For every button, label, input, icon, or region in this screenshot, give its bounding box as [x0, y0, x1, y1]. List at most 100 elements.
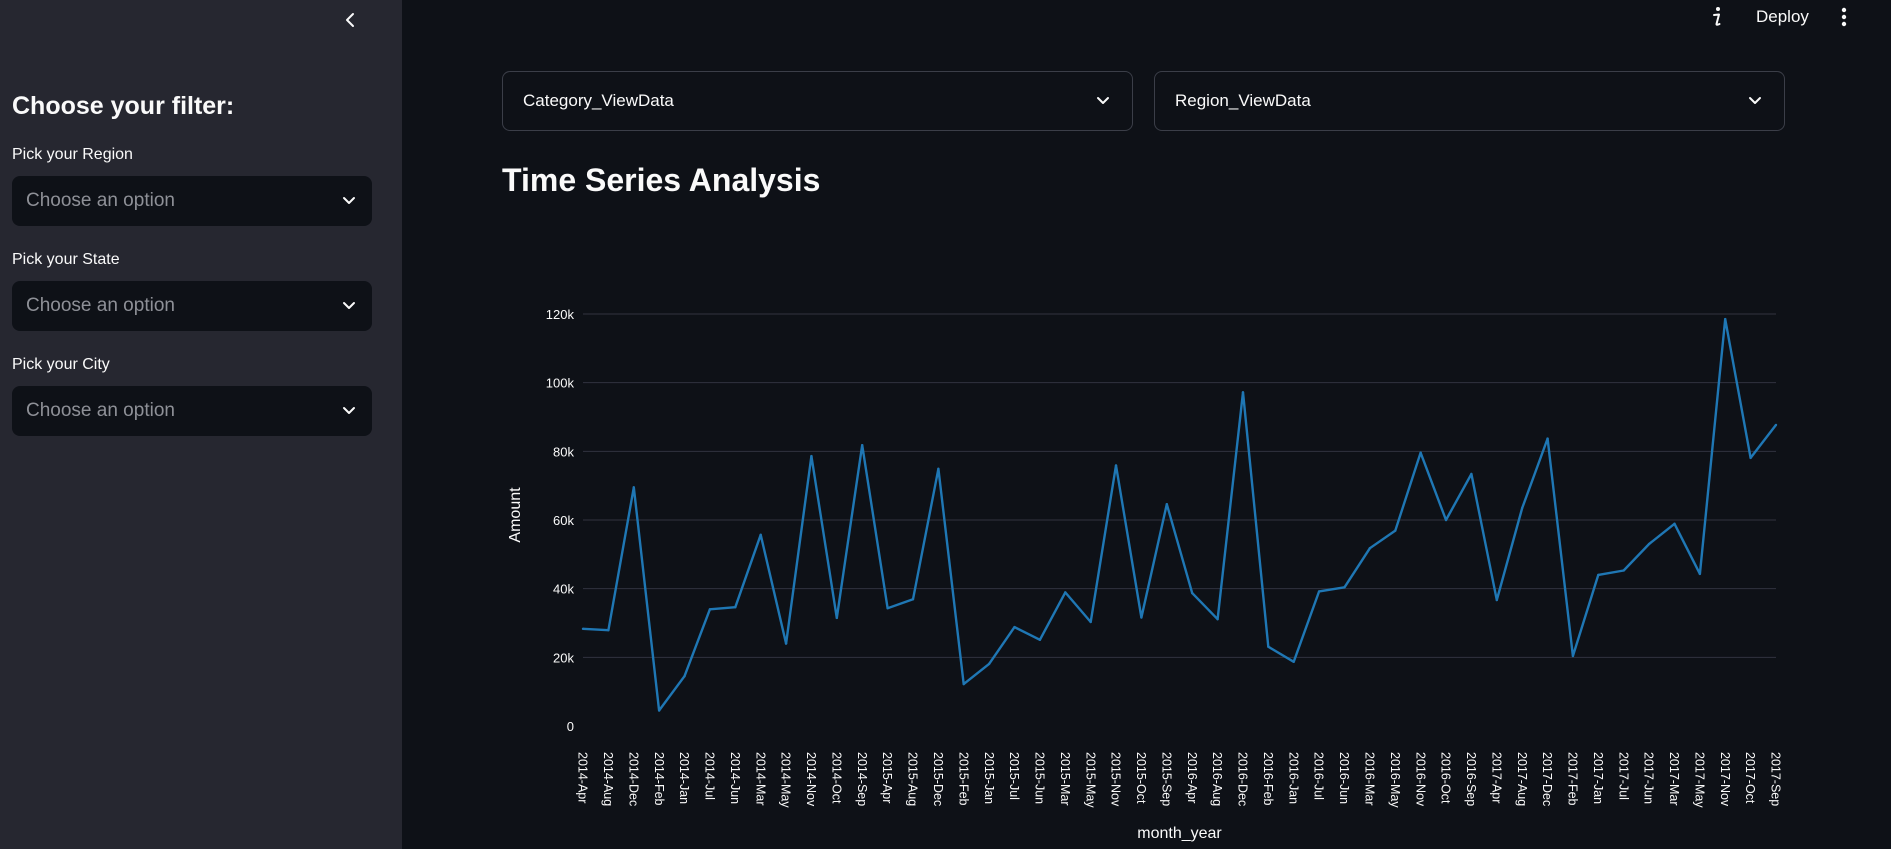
data-point	[1114, 464, 1118, 467]
data-point	[1165, 503, 1169, 506]
data-point	[1495, 598, 1498, 602]
state-select[interactable]: Choose an option	[12, 281, 372, 331]
x-axis-title: month_year	[1137, 825, 1222, 842]
x-tick-label: 2017-Aug	[1515, 752, 1529, 806]
x-tick-label: 2015-May	[1083, 752, 1097, 808]
sidebar: Choose your filter: Pick your Region Cho…	[0, 0, 402, 849]
state-select-placeholder: Choose an option	[26, 295, 175, 316]
y-tick-label: 60k	[553, 513, 574, 528]
x-tick-label: 2014-Jun	[728, 752, 742, 804]
info-icon	[1713, 7, 1721, 26]
x-tick-label: 2014-Mar	[753, 752, 767, 806]
deploy-button[interactable]: Deploy	[1756, 7, 1809, 26]
x-tick-label: 2015-Jan	[982, 752, 996, 804]
x-tick-label: 2014-Sep	[855, 752, 869, 806]
chevron-left-icon	[346, 13, 354, 27]
x-tick-label: 2015-Jul	[1007, 752, 1021, 800]
data-point	[1013, 625, 1016, 629]
category-viewdata-expander[interactable]: Category_ViewData	[502, 71, 1133, 131]
y-tick-label: 20k	[553, 650, 574, 665]
data-point	[810, 454, 813, 458]
data-point	[632, 486, 635, 489]
chevron-down-icon	[1748, 96, 1762, 106]
data-point	[784, 642, 788, 645]
data-point	[1470, 472, 1473, 476]
data-point	[1673, 522, 1676, 525]
x-tick-label: 2014-Jul	[703, 752, 717, 800]
region-viewdata-expander[interactable]: Region_ViewData	[1154, 71, 1785, 131]
x-tick-label: 2016-Jun	[1337, 752, 1351, 804]
y-tick-label: 40k	[553, 582, 574, 597]
region-select-placeholder: Choose an option	[26, 190, 175, 211]
data-point	[1749, 456, 1752, 460]
x-tick-label: 2014-Oct	[829, 752, 843, 804]
x-tick-label: 2017-Jun	[1642, 752, 1656, 804]
x-tick-label: 2016-Oct	[1439, 752, 1453, 804]
data-point	[1064, 591, 1067, 594]
y-tick-label: 80k	[553, 444, 574, 459]
chevron-down-icon	[1096, 96, 1110, 106]
chevron-down-icon	[342, 301, 356, 311]
data-point	[1368, 546, 1372, 550]
x-tick-label: 2014-Apr	[576, 752, 590, 803]
x-tick-label: 2017-Feb	[1566, 752, 1580, 806]
x-tick-label: 2016-Nov	[1413, 752, 1427, 807]
data-point	[734, 606, 737, 609]
data-point	[708, 608, 712, 611]
state-filter-label: Pick your State	[12, 251, 120, 268]
x-tick-label: 2017-Mar	[1667, 752, 1681, 806]
data-point	[937, 467, 940, 471]
x-tick-label: 2015-Feb	[956, 752, 970, 806]
collapse-sidebar-button[interactable]	[338, 6, 362, 34]
x-tick-label: 2017-Apr	[1489, 752, 1503, 803]
data-point	[1292, 660, 1295, 663]
x-tick-label: 2016-Aug	[1210, 752, 1224, 806]
data-point	[1724, 317, 1727, 321]
main-menu-button[interactable]	[1834, 4, 1854, 30]
data-point	[1267, 645, 1270, 648]
data-point	[835, 616, 839, 620]
data-point	[1546, 437, 1549, 440]
x-tick-label: 2016-Jul	[1312, 752, 1326, 800]
x-tick-label: 2016-May	[1388, 752, 1402, 808]
x-tick-label: 2016-Jan	[1286, 752, 1300, 804]
x-tick-label: 2015-Jun	[1033, 752, 1047, 804]
x-tick-label: 2016-Sep	[1464, 752, 1478, 806]
x-tick-label: 2014-Aug	[601, 752, 615, 806]
chevron-down-icon	[342, 406, 356, 416]
x-tick-label: 2016-Mar	[1362, 752, 1376, 806]
region-select[interactable]: Choose an option	[12, 176, 372, 226]
data-point	[861, 443, 864, 447]
x-tick-label: 2016-Dec	[1236, 752, 1250, 806]
data-point	[683, 675, 686, 678]
data-point	[581, 627, 585, 631]
x-tick-label: 2016-Apr	[1185, 752, 1199, 803]
x-tick-label: 2015-Oct	[1134, 752, 1148, 804]
x-tick-label: 2017-Jul	[1616, 752, 1630, 800]
x-tick-label: 2014-Feb	[652, 752, 666, 806]
city-select[interactable]: Choose an option	[12, 386, 372, 436]
x-tick-label: 2015-Nov	[1109, 752, 1123, 807]
info-button[interactable]	[1706, 4, 1728, 30]
x-tick-label: 2014-May	[779, 752, 793, 808]
y-axis-title: Amount	[507, 487, 524, 543]
x-tick-label: 2015-Sep	[1159, 752, 1173, 806]
data-point	[1444, 518, 1448, 522]
data-point	[1140, 616, 1143, 619]
x-tick-label: 2014-Dec	[626, 752, 640, 806]
data-point	[1698, 572, 1702, 576]
more-vertical-icon	[1841, 7, 1847, 27]
data-point	[1571, 654, 1575, 658]
data-point	[1038, 638, 1042, 642]
y-tick-label: 0	[567, 719, 574, 734]
data-point	[962, 682, 965, 686]
data-point	[1190, 591, 1194, 595]
data-point	[1089, 620, 1092, 624]
x-tick-label: 2015-Dec	[931, 752, 945, 806]
category-viewdata-label: Category_ViewData	[523, 91, 674, 110]
data-point	[886, 607, 889, 610]
city-select-placeholder: Choose an option	[26, 400, 175, 421]
x-tick-label: 2016-Feb	[1261, 752, 1275, 806]
data-point	[607, 629, 610, 632]
data-point	[987, 662, 991, 666]
